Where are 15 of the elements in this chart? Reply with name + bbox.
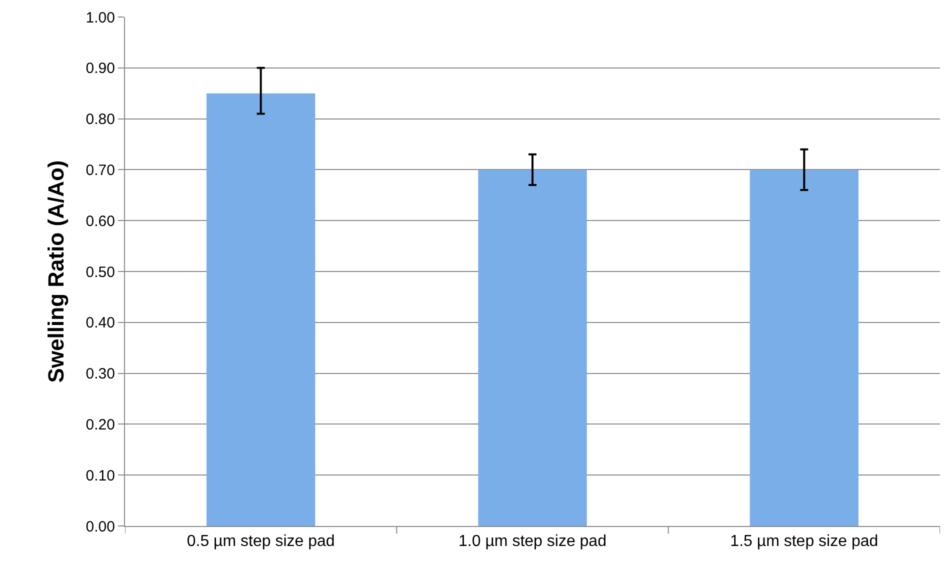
y-tick-label: 0.00 xyxy=(86,518,115,536)
y-tick-label: 0.80 xyxy=(86,111,115,128)
y-tick-label: 0.20 xyxy=(86,416,115,434)
y-tick-label: 0.60 xyxy=(86,212,115,230)
x-tick-label: 0.5 µm step size pad xyxy=(186,533,335,550)
x-tick-label: 1.5 µm step size pad xyxy=(730,533,878,550)
y-tick-label: 0.70 xyxy=(86,162,115,179)
y-tick-label: 1.00 xyxy=(86,9,115,26)
y-tick-label: 0.10 xyxy=(86,467,115,484)
y-tick-label: 0.50 xyxy=(86,264,115,281)
x-tick-label: 1.0 µm step size pad xyxy=(458,533,606,550)
y-tick-label: 0.30 xyxy=(86,366,115,383)
y-axis-title: Swelling Ratio (A/Ao) xyxy=(44,160,69,383)
y-tick-label: 0.90 xyxy=(86,60,115,78)
y-tick-label: 0.40 xyxy=(86,314,115,332)
